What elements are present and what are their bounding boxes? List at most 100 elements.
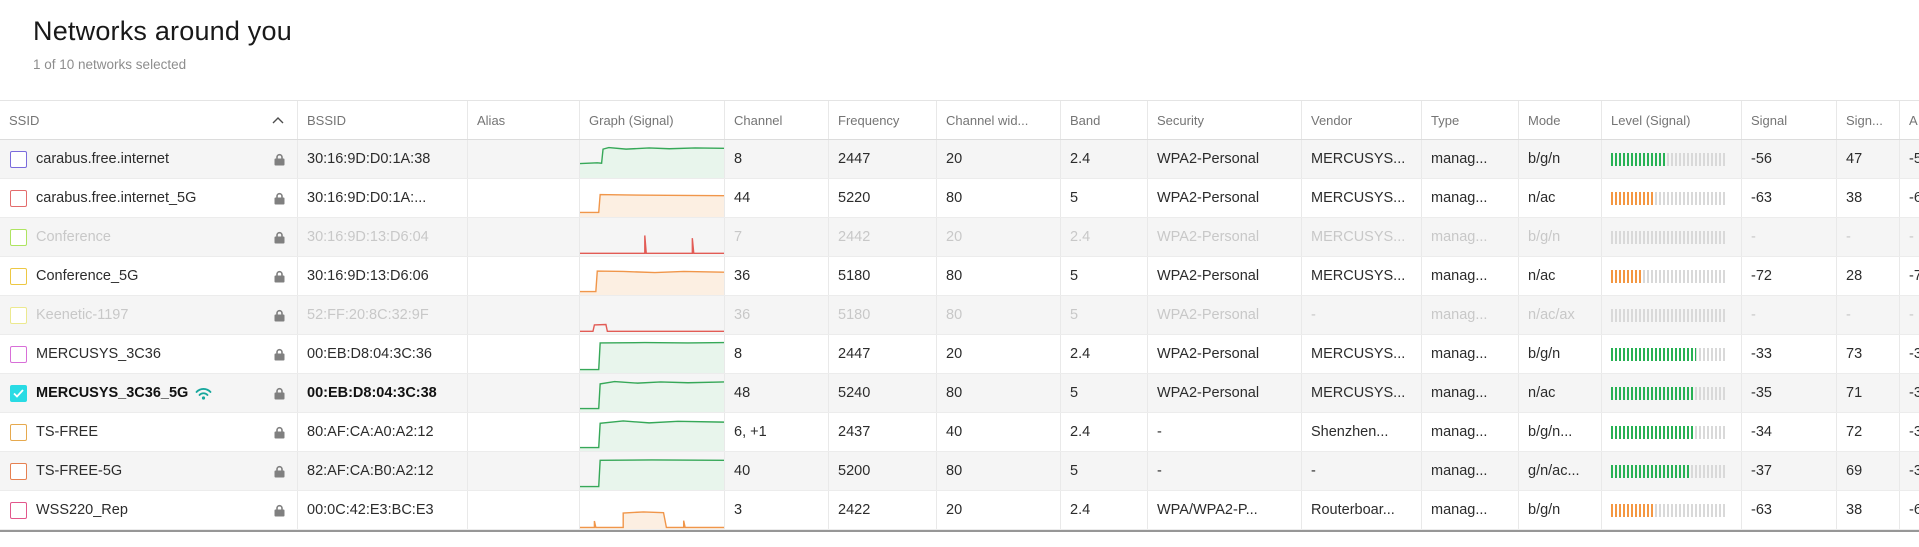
alias-cell (468, 491, 580, 529)
channel-width-cell: 20 (937, 218, 1061, 256)
graph-cell (580, 218, 725, 256)
network-checkbox[interactable] (10, 189, 27, 207)
network-checkbox[interactable] (10, 462, 27, 480)
security-cell: WPA2-Personal (1148, 179, 1302, 217)
table-row[interactable]: carabus.free.internet_5G 30:16:9D:D0:1A:.… (0, 179, 1919, 218)
column-header-label: Band (1070, 112, 1101, 128)
table-row[interactable]: WSS220_Rep 00:0C:42:E3:BC:E3 3 2422 20 2.4 WPA… (0, 491, 1919, 530)
table-row[interactable]: carabus.free.internet 30:16:9D:D0:1A:38 8 2… (0, 140, 1919, 179)
column-header-ssid[interactable]: SSID (0, 101, 298, 139)
clipped-last-cell: -3 (1909, 346, 1919, 362)
ssid-cell: WSS220_Rep (0, 491, 298, 529)
graph-cell (580, 452, 725, 490)
signal-dbm-cell: -37 (1742, 452, 1837, 490)
column-header-amount[interactable]: A (1900, 101, 1919, 139)
table-row[interactable]: MERCUSYS_3C36 00:EB:D8:04:3C:36 8 2447 20 2.4… (0, 335, 1919, 374)
mode-cell: g/n/ac... (1519, 452, 1602, 490)
ssid-label: MERCUSYS_3C36 (36, 346, 161, 362)
channel-cell: 44 (725, 179, 829, 217)
alias-cell (468, 296, 580, 334)
network-checkbox[interactable] (10, 345, 27, 363)
table-row[interactable]: TS-FREE-5G 82:AF:CA:B0:A2:12 40 5200 80 5- - ma… (0, 452, 1919, 491)
level-cell (1602, 413, 1742, 451)
level-cell (1602, 452, 1742, 490)
ssid-cell: carabus.free.internet_5G (0, 179, 298, 217)
frequency-cell: 5220 (829, 179, 937, 217)
alias-cell (468, 257, 580, 295)
security-cell: WPA2-Personal (1148, 257, 1302, 295)
bssid-cell: 52:FF:20:8C:32:9F (298, 296, 468, 334)
column-header-alias[interactable]: Alias (468, 101, 580, 139)
table-row[interactable]: TS-FREE 80:AF:CA:A0:A2:12 6, +1 2437 40 2.4- S… (0, 413, 1919, 452)
column-header-graph[interactable]: Graph (Signal) (580, 101, 725, 139)
signal-level-bar (1611, 464, 1727, 478)
column-header-label: Graph (Signal) (589, 112, 674, 128)
type-cell: manag... (1422, 452, 1519, 490)
vendor-cell: MERCUSYS... (1302, 257, 1422, 295)
band-cell: 5 (1061, 374, 1148, 412)
bssid-cell: 80:AF:CA:A0:A2:12 (298, 413, 468, 451)
mode-cell: b/g/n... (1519, 413, 1602, 451)
network-checkbox[interactable] (10, 267, 27, 285)
network-checkbox[interactable] (10, 501, 27, 519)
clipped-last-cell: - (1909, 229, 1914, 245)
signal-percent-cell: 38 (1837, 491, 1900, 529)
column-header-channel_width[interactable]: Channel wid... (937, 101, 1061, 139)
ssid-cell: carabus.free.internet (0, 140, 298, 178)
channel-width-cell: 20 (937, 335, 1061, 373)
column-header-band[interactable]: Band (1061, 101, 1148, 139)
column-header-level[interactable]: Level (Signal) (1602, 101, 1742, 139)
network-checkbox[interactable] (10, 423, 27, 441)
clipped-last-cell: -3 (1909, 385, 1919, 401)
ssid-label: Keenetic-1197 (36, 307, 129, 323)
signal-sparkline (580, 374, 724, 412)
wifi-icon (195, 387, 212, 400)
column-header-type[interactable]: Type (1422, 101, 1519, 139)
type-cell: manag... (1422, 491, 1519, 529)
column-header-channel[interactable]: Channel (725, 101, 829, 139)
security-cell: - (1148, 413, 1302, 451)
signal-level-bar (1611, 386, 1727, 400)
table-row[interactable]: Conference 30:16:9D:13:D6:04 7 2442 20 2.4 WPA… (0, 218, 1919, 257)
lock-icon (274, 231, 285, 244)
column-header-label: SSID (9, 112, 40, 128)
bssid-cell: 82:AF:CA:B0:A2:12 (298, 452, 468, 490)
signal-dbm-cell: -33 (1742, 335, 1837, 373)
channel-cell: 3 (725, 491, 829, 529)
frequency-cell: 5180 (829, 257, 937, 295)
table-row[interactable]: Keenetic-1197 52:FF:20:8C:32:9F 36 5180 80 5 W… (0, 296, 1919, 335)
network-checkbox[interactable] (10, 384, 27, 402)
security-cell: - (1148, 452, 1302, 490)
alias-cell (468, 335, 580, 373)
clipped-last-cell: -5 (1909, 151, 1919, 167)
signal-level-bar-fill (1611, 152, 1666, 166)
column-header-signal_pct[interactable]: Sign... (1837, 101, 1900, 139)
page-title: Networks around you (33, 16, 292, 46)
column-header-security[interactable]: Security (1148, 101, 1302, 139)
network-checkbox[interactable] (10, 306, 27, 324)
signal-sparkline (580, 491, 724, 529)
channel-cell: 48 (725, 374, 829, 412)
column-header-mode[interactable]: Mode (1519, 101, 1602, 139)
signal-level-bar-fill (1611, 464, 1692, 478)
column-header-bssid[interactable]: BSSID (298, 101, 468, 139)
table-row[interactable]: Conference_5G 30:16:9D:13:D6:06 36 5180 80 5 W… (0, 257, 1919, 296)
channel-width-cell: 20 (937, 140, 1061, 178)
network-checkbox[interactable] (10, 150, 27, 168)
mode-cell: b/g/n (1519, 491, 1602, 529)
signal-level-bar-fill (1611, 191, 1656, 205)
column-header-signal[interactable]: Signal (1742, 101, 1837, 139)
signal-dbm-cell: - (1742, 218, 1837, 256)
column-header-label: Frequency (838, 112, 900, 128)
signal-sparkline (580, 218, 724, 256)
column-header-frequency[interactable]: Frequency (829, 101, 937, 139)
network-checkbox[interactable] (10, 228, 27, 246)
ssid-label: TS-FREE-5G (36, 463, 123, 479)
ssid-label: WSS220_Rep (36, 502, 128, 518)
column-header-vendor[interactable]: Vendor (1302, 101, 1422, 139)
table-row[interactable]: MERCUSYS_3C36_5G 00:EB:D8:04:3C:38 48 5240 8… (0, 374, 1919, 413)
frequency-cell: 2437 (829, 413, 937, 451)
band-cell: 2.4 (1061, 335, 1148, 373)
frequency-cell: 5240 (829, 374, 937, 412)
selection-status: 1 of 10 networks selected (33, 57, 187, 72)
